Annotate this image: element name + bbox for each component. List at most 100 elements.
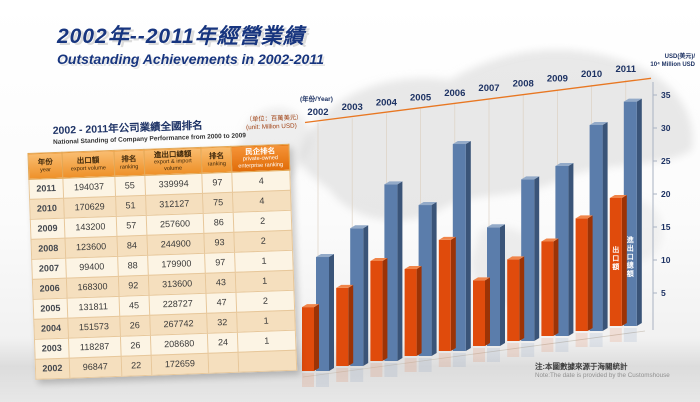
bar-group-2002 — [302, 254, 334, 387]
bar-group-2009 — [541, 162, 574, 352]
performance-table-section: 2002 - 2011年公司業績全國排名 National Standing o… — [26, 114, 307, 380]
value-cell: 172659 — [150, 353, 210, 376]
value-cell: 118287 — [68, 336, 121, 359]
value-cell: 194037 — [62, 176, 116, 199]
value-cell — [238, 350, 297, 373]
value-cell: 4 — [232, 170, 291, 193]
value-cell: 96847 — [69, 356, 122, 378]
value-cell: 123600 — [64, 236, 118, 259]
year-cell: 2003 — [34, 338, 70, 360]
performance-table: 年份 year 出口額 export volume 排名 ranking 進出口總額 expo… — [27, 143, 298, 380]
y-tick-label: 25 — [661, 156, 671, 166]
value-cell: 57 — [115, 215, 147, 237]
legend-export-volume: 出口額 — [611, 245, 619, 271]
value-cell: 26 — [120, 335, 151, 357]
value-cell: 151573 — [67, 316, 121, 339]
value-cell: 26 — [119, 315, 151, 337]
column-header: 排名 ranking — [201, 146, 233, 174]
year-label: 2003 — [342, 102, 363, 113]
footnote: 注:本圖數據來源于海關統計 Note:The date is provided … — [535, 362, 670, 381]
value-cell: 75 — [202, 192, 234, 214]
value-cell: 45 — [118, 295, 150, 317]
value-cell: 267742 — [149, 313, 208, 336]
value-cell: 24 — [207, 332, 239, 354]
year-cell: 2009 — [30, 218, 65, 240]
value-cell: 2 — [234, 230, 293, 253]
value-cell: 1 — [237, 330, 297, 353]
value-cell: 2 — [233, 210, 292, 233]
value-cell: 313600 — [147, 273, 207, 296]
value-cell: 2 — [236, 290, 295, 313]
bar-group-2003 — [336, 225, 369, 382]
y-tick-label: 30 — [661, 123, 671, 133]
value-cell: 92 — [118, 275, 149, 297]
footnote-en: Note:The date is provided by the Customs… — [535, 372, 670, 380]
year-cell: 2010 — [29, 198, 65, 220]
value-cell: 1 — [236, 310, 296, 333]
value-cell: 47 — [206, 292, 237, 314]
value-cell: 4 — [232, 190, 292, 213]
bar-group-2011 — [609, 98, 642, 342]
value-cell: 179900 — [147, 253, 206, 276]
year-label: 2009 — [547, 74, 568, 85]
value-cell: 84 — [116, 235, 148, 257]
value-cell: 168300 — [66, 276, 119, 299]
value-cell: 312127 — [145, 193, 204, 216]
value-cell: 97 — [202, 172, 233, 194]
value-cell: 143200 — [64, 216, 117, 239]
year-cell: 2002 — [35, 358, 70, 380]
bar-group-2007 — [473, 224, 505, 362]
y-tick-label: 10 — [661, 255, 671, 265]
year-label: 2002 — [307, 107, 328, 118]
value-cell: 88 — [117, 255, 148, 277]
value-cell: 244900 — [146, 233, 205, 256]
column-header: 進出口總額 export & import volume — [143, 147, 203, 176]
value-cell: 93 — [204, 232, 235, 254]
value-cell: 339994 — [144, 173, 203, 196]
bar-group-2008 — [507, 176, 540, 357]
value-cell: 1 — [235, 270, 294, 293]
year-label: 2007 — [478, 83, 499, 94]
value-cell: 55 — [114, 175, 146, 197]
column-header: 出口額 export volume — [61, 150, 115, 179]
value-cell: 32 — [207, 312, 238, 334]
year-label: 2008 — [513, 78, 534, 89]
year-label: 2005 — [410, 93, 432, 104]
bar-group-2004 — [370, 181, 403, 377]
page-title: 2002年--2011年經營業績 Outstanding Achievement… — [57, 20, 324, 67]
table-body: 2011 194037 55 339994 97 4 2010 170629 51 312127 7… — [28, 170, 297, 380]
value-cell: 51 — [115, 195, 146, 217]
bar-group-2005 — [404, 202, 437, 372]
y-axis-unit: 10⁴ Million USD — [650, 62, 695, 68]
year-cell: 2008 — [30, 238, 66, 260]
year-label: 2004 — [376, 97, 398, 108]
value-cell — [208, 352, 240, 374]
footnote-cn: 注:本圖數據來源于海關統計 — [535, 362, 628, 371]
value-cell: 43 — [205, 272, 237, 294]
y-tick-label: 5 — [661, 288, 666, 298]
value-cell: 86 — [203, 212, 235, 234]
y-tick-label: 35 — [661, 90, 671, 100]
value-cell: 97 — [204, 252, 236, 274]
value-cell: 257600 — [145, 213, 205, 236]
column-header: 排名 ranking — [113, 149, 145, 177]
unit-note: （单位：百萬美元） (unit: Million USD) — [246, 114, 303, 132]
year-label: 2010 — [581, 69, 602, 80]
year-cell: 2006 — [32, 278, 67, 300]
year-cell: 2005 — [33, 298, 68, 320]
column-header: 年份 year — [27, 152, 63, 180]
y-tick-label: 15 — [661, 222, 671, 232]
bar-group-2010 — [575, 122, 608, 347]
year-cell: 2011 — [28, 178, 64, 200]
year-cell: 2004 — [33, 318, 69, 340]
legend-export-import-volume: 進出口總額 — [626, 235, 634, 278]
y-axis-unit: USD(美元)/ — [665, 52, 696, 60]
value-cell: 1 — [234, 250, 294, 273]
year-label: 2006 — [444, 88, 465, 99]
value-cell: 131811 — [66, 296, 120, 319]
y-tick-label: 20 — [661, 189, 671, 199]
bar-group-2006 — [438, 141, 471, 367]
column-header: 民企排名 private-owned enterprise ranking — [231, 144, 290, 173]
page-title-en: Outstanding Achievements in 2002-2011 — [57, 51, 324, 67]
